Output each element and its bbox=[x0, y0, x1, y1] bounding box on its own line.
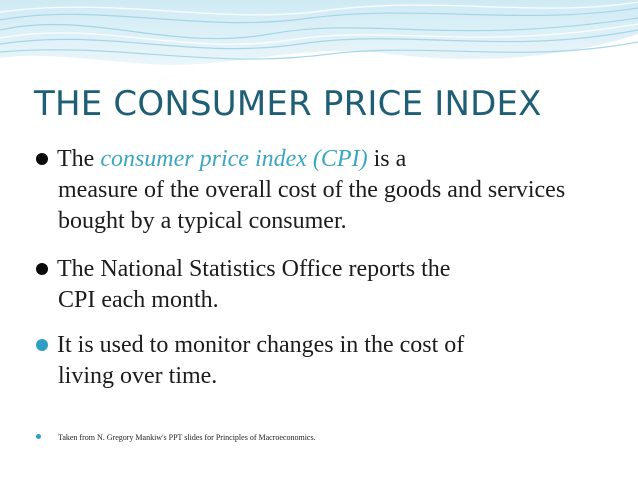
bullet-cpi-definition: The consumer price index (CPI) is a meas… bbox=[36, 144, 606, 237]
bullet-suffix: is a bbox=[367, 146, 407, 172]
bullet-continuation: CPI each month. bbox=[58, 287, 219, 313]
source-footnote: Taken from N. Gregory Mankiw's PPT slide… bbox=[36, 433, 316, 442]
bullet-first-line: It is used to monitor changes in the cos… bbox=[57, 332, 465, 358]
bullet-statistics-office: The National Statistics Office reports t… bbox=[36, 254, 606, 316]
bullet-continuation: measure of the overall cost of the goods… bbox=[58, 177, 566, 234]
slide-title: THE CONSUMER PRICE INDEX bbox=[34, 84, 542, 124]
bullet-first-line: The National Statistics Office reports t… bbox=[57, 256, 451, 282]
emphasis-cpi: consumer price index (CPI) bbox=[100, 146, 368, 172]
bullet-marker-icon bbox=[36, 153, 48, 165]
bullet-marker-icon bbox=[36, 263, 48, 275]
footnote-text: Taken from N. Gregory Mankiw's PPT slide… bbox=[58, 433, 316, 442]
bullet-marker-icon bbox=[36, 339, 48, 351]
bullet-cost-of-living: It is used to monitor changes in the cos… bbox=[36, 330, 606, 392]
bullet-prefix: The bbox=[57, 146, 101, 172]
header-wave-banner bbox=[0, 0, 638, 65]
footnote-marker-icon bbox=[36, 434, 41, 439]
bullet-continuation: living over time. bbox=[58, 363, 218, 389]
